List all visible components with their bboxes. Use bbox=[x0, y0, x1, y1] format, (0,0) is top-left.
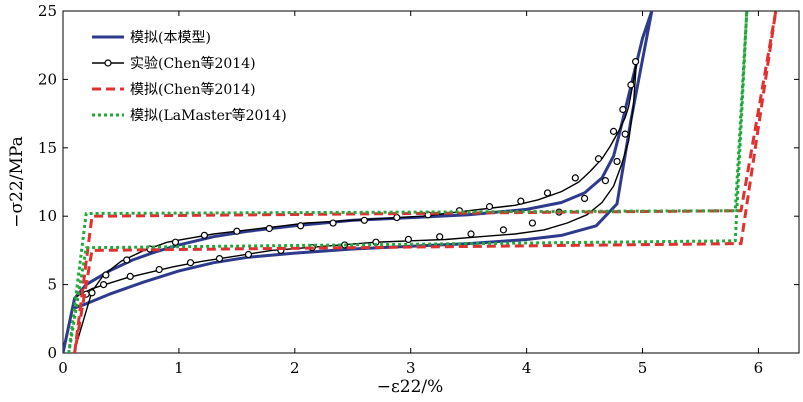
data-point bbox=[265, 224, 273, 233]
data-point bbox=[517, 197, 525, 205]
x-tick-label: 2 bbox=[290, 359, 300, 377]
series-group bbox=[63, 11, 778, 353]
data-point bbox=[123, 256, 131, 264]
y-tick-label: 10 bbox=[38, 207, 57, 225]
legend-label: 模拟(本模型) bbox=[130, 30, 211, 46]
y-tick-label: 25 bbox=[38, 2, 57, 20]
data-point bbox=[467, 230, 475, 238]
data-point bbox=[186, 259, 195, 267]
x-axis-label: −ε22/% bbox=[377, 377, 444, 397]
legend-label: 模拟(LaMaster等2014) bbox=[130, 107, 287, 124]
data-point bbox=[621, 130, 629, 138]
x-tick-label: 4 bbox=[522, 359, 532, 377]
data-point bbox=[613, 157, 621, 166]
y-tick-label: 5 bbox=[47, 276, 57, 294]
axis-ticks: 0 1 2 3 4 5 6 0 5 10 15 20 25 bbox=[38, 2, 799, 377]
data-point bbox=[499, 226, 508, 234]
data-point bbox=[631, 58, 640, 66]
data-point bbox=[436, 233, 444, 241]
y-tick-label: 20 bbox=[38, 70, 57, 88]
data-point bbox=[627, 81, 635, 89]
x-tick-label: 6 bbox=[754, 359, 764, 377]
data-point bbox=[102, 271, 110, 279]
data-point bbox=[126, 272, 134, 280]
data-point bbox=[580, 194, 589, 203]
data-point bbox=[244, 250, 253, 259]
data-point bbox=[329, 219, 337, 227]
data-point bbox=[171, 238, 180, 246]
data-point bbox=[404, 235, 412, 244]
data-point bbox=[571, 174, 579, 182]
x-tick-label: 3 bbox=[406, 359, 416, 377]
data-point bbox=[393, 213, 401, 222]
data-point bbox=[609, 127, 618, 135]
data-point bbox=[200, 231, 209, 239]
data-point bbox=[594, 155, 603, 163]
data-point bbox=[215, 255, 224, 263]
data-point bbox=[233, 227, 241, 235]
x-tick-label: 5 bbox=[638, 359, 648, 377]
data-point bbox=[528, 219, 537, 227]
data-point bbox=[88, 289, 96, 297]
legend-marker bbox=[104, 59, 112, 67]
legend-label: 模拟(Chen等2014) bbox=[130, 81, 256, 98]
series-line-3 bbox=[67, 11, 749, 353]
x-tick-label: 0 bbox=[58, 359, 68, 377]
y-tick-label: 0 bbox=[47, 344, 57, 362]
data-point bbox=[297, 222, 305, 230]
x-tick-label: 1 bbox=[174, 359, 184, 377]
legend-label: 实验(Chen等2014) bbox=[130, 55, 256, 72]
legend: 模拟(本模型) 实验(Chen等2014) 模拟(Chen等2014) 模拟(LaMa… bbox=[92, 30, 287, 124]
data-point bbox=[485, 203, 494, 211]
data-point bbox=[601, 177, 610, 185]
data-point bbox=[155, 265, 163, 274]
y-axis-label: −σ22/MPa bbox=[7, 136, 27, 227]
plot-frame bbox=[62, 10, 800, 354]
data-point bbox=[619, 105, 627, 114]
data-point bbox=[543, 189, 552, 197]
y-tick-label: 15 bbox=[38, 139, 57, 157]
data-point bbox=[360, 216, 368, 224]
data-point bbox=[99, 281, 108, 289]
